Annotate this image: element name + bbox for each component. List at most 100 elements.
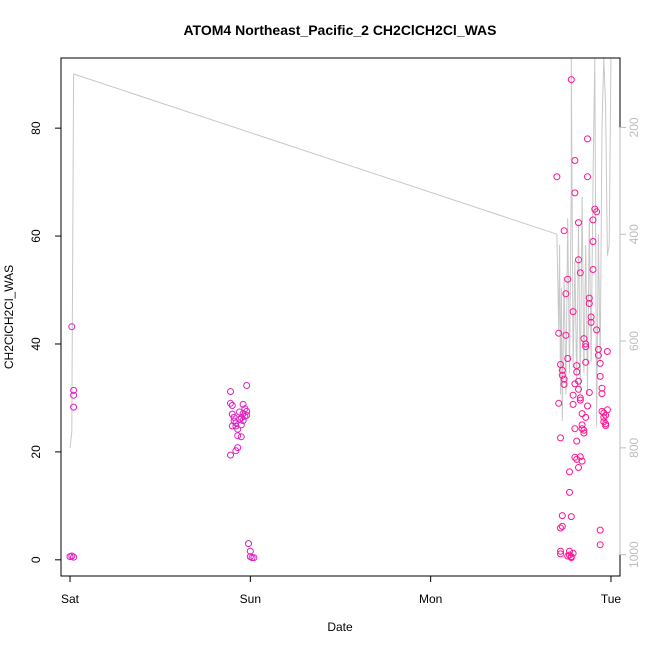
y-axis-label: CH2ClCH2Cl_WAS	[2, 265, 16, 369]
data-point	[589, 266, 597, 273]
data-point	[227, 388, 234, 395]
data-point	[571, 453, 579, 461]
data-point	[564, 552, 572, 560]
data-point	[560, 375, 568, 383]
y-right-tick-label: 600	[627, 331, 641, 351]
x-tick-label: Sun	[240, 592, 261, 606]
data-point	[243, 407, 251, 415]
data-point	[562, 331, 570, 339]
x-axis: Sat Sun Mon Tue	[61, 575, 622, 606]
data-point	[246, 547, 254, 555]
data-point	[575, 256, 582, 264]
data-point	[560, 227, 568, 235]
data-point	[582, 413, 590, 421]
data-point	[575, 385, 582, 393]
data-point	[584, 402, 591, 410]
y-tick-label: 60	[29, 229, 43, 243]
data-point	[567, 554, 575, 562]
data-point	[576, 394, 584, 402]
data-point	[571, 425, 579, 433]
data-point	[602, 422, 610, 429]
data-point	[227, 451, 234, 459]
data-point	[578, 457, 586, 465]
data-point	[562, 290, 570, 298]
data-point	[589, 216, 597, 224]
y-right-tick-label: 400	[627, 224, 641, 244]
data-point	[560, 380, 568, 388]
data-point	[70, 553, 78, 561]
data-point	[596, 526, 604, 534]
y-tick-label: 0	[29, 556, 43, 563]
data-point	[245, 540, 252, 548]
data-point	[603, 406, 611, 414]
data-point	[557, 434, 564, 442]
data-point	[596, 372, 604, 380]
data-point	[589, 238, 597, 245]
y-right-tick-label: 800	[627, 438, 641, 458]
data-point	[587, 313, 595, 321]
data-point	[557, 547, 564, 555]
data-point	[569, 549, 577, 557]
y-tick-label: 80	[29, 121, 43, 135]
chart-title: ATOM4 Northeast_Pacific_2 CH2ClCH2Cl_WAS	[183, 22, 496, 38]
data-point	[234, 444, 242, 452]
data-point	[594, 351, 602, 359]
data-point	[246, 553, 254, 561]
x-tick-label: Tue	[601, 592, 622, 606]
data-point	[558, 512, 566, 520]
data-point	[580, 429, 588, 437]
data-point	[596, 359, 604, 367]
data-point	[593, 326, 601, 334]
y-right-tick-label: 1000	[627, 541, 641, 568]
data-point	[584, 135, 591, 143]
data-point	[68, 552, 76, 560]
data-point	[70, 403, 78, 411]
data-point	[582, 358, 590, 366]
data-point	[598, 384, 606, 392]
y-axis: 0 20 40 60 80	[29, 121, 62, 563]
data-point	[598, 390, 606, 398]
data-point	[576, 453, 584, 461]
data-point	[587, 318, 595, 326]
data-point	[600, 418, 608, 426]
data-point	[230, 417, 238, 425]
data-point	[228, 402, 236, 409]
data-point	[569, 308, 577, 316]
data-point	[558, 522, 566, 530]
data-point	[585, 294, 593, 302]
y-tick-label: 20	[29, 445, 43, 459]
data-point	[228, 422, 236, 430]
y-right-tick-label: 200	[627, 117, 641, 137]
data-point	[555, 329, 563, 337]
data-point	[567, 513, 575, 521]
data-point	[573, 368, 581, 376]
data-point	[571, 189, 579, 197]
data-point	[239, 417, 247, 425]
data-point	[227, 399, 234, 407]
data-point	[585, 300, 593, 307]
data-point	[70, 386, 78, 394]
data-point	[585, 389, 593, 396]
y-tick-label: 40	[29, 337, 43, 351]
data-point	[236, 408, 243, 416]
data-point	[578, 410, 586, 418]
data-point	[575, 464, 582, 471]
data-point	[600, 413, 608, 421]
data-point	[578, 425, 586, 433]
pressure-line-layer	[69, 58, 612, 448]
data-point	[68, 323, 76, 331]
data-point	[237, 421, 245, 429]
data-point	[569, 391, 577, 399]
data-point	[555, 399, 563, 407]
data-point	[603, 348, 611, 355]
data-point	[239, 400, 247, 408]
data-point	[564, 275, 572, 283]
data-point	[569, 400, 577, 408]
data-point	[575, 219, 582, 227]
plot-frame	[60, 57, 621, 577]
data-point	[584, 173, 591, 181]
data-point	[564, 355, 572, 362]
data-point	[553, 173, 561, 181]
data-point	[234, 432, 242, 440]
